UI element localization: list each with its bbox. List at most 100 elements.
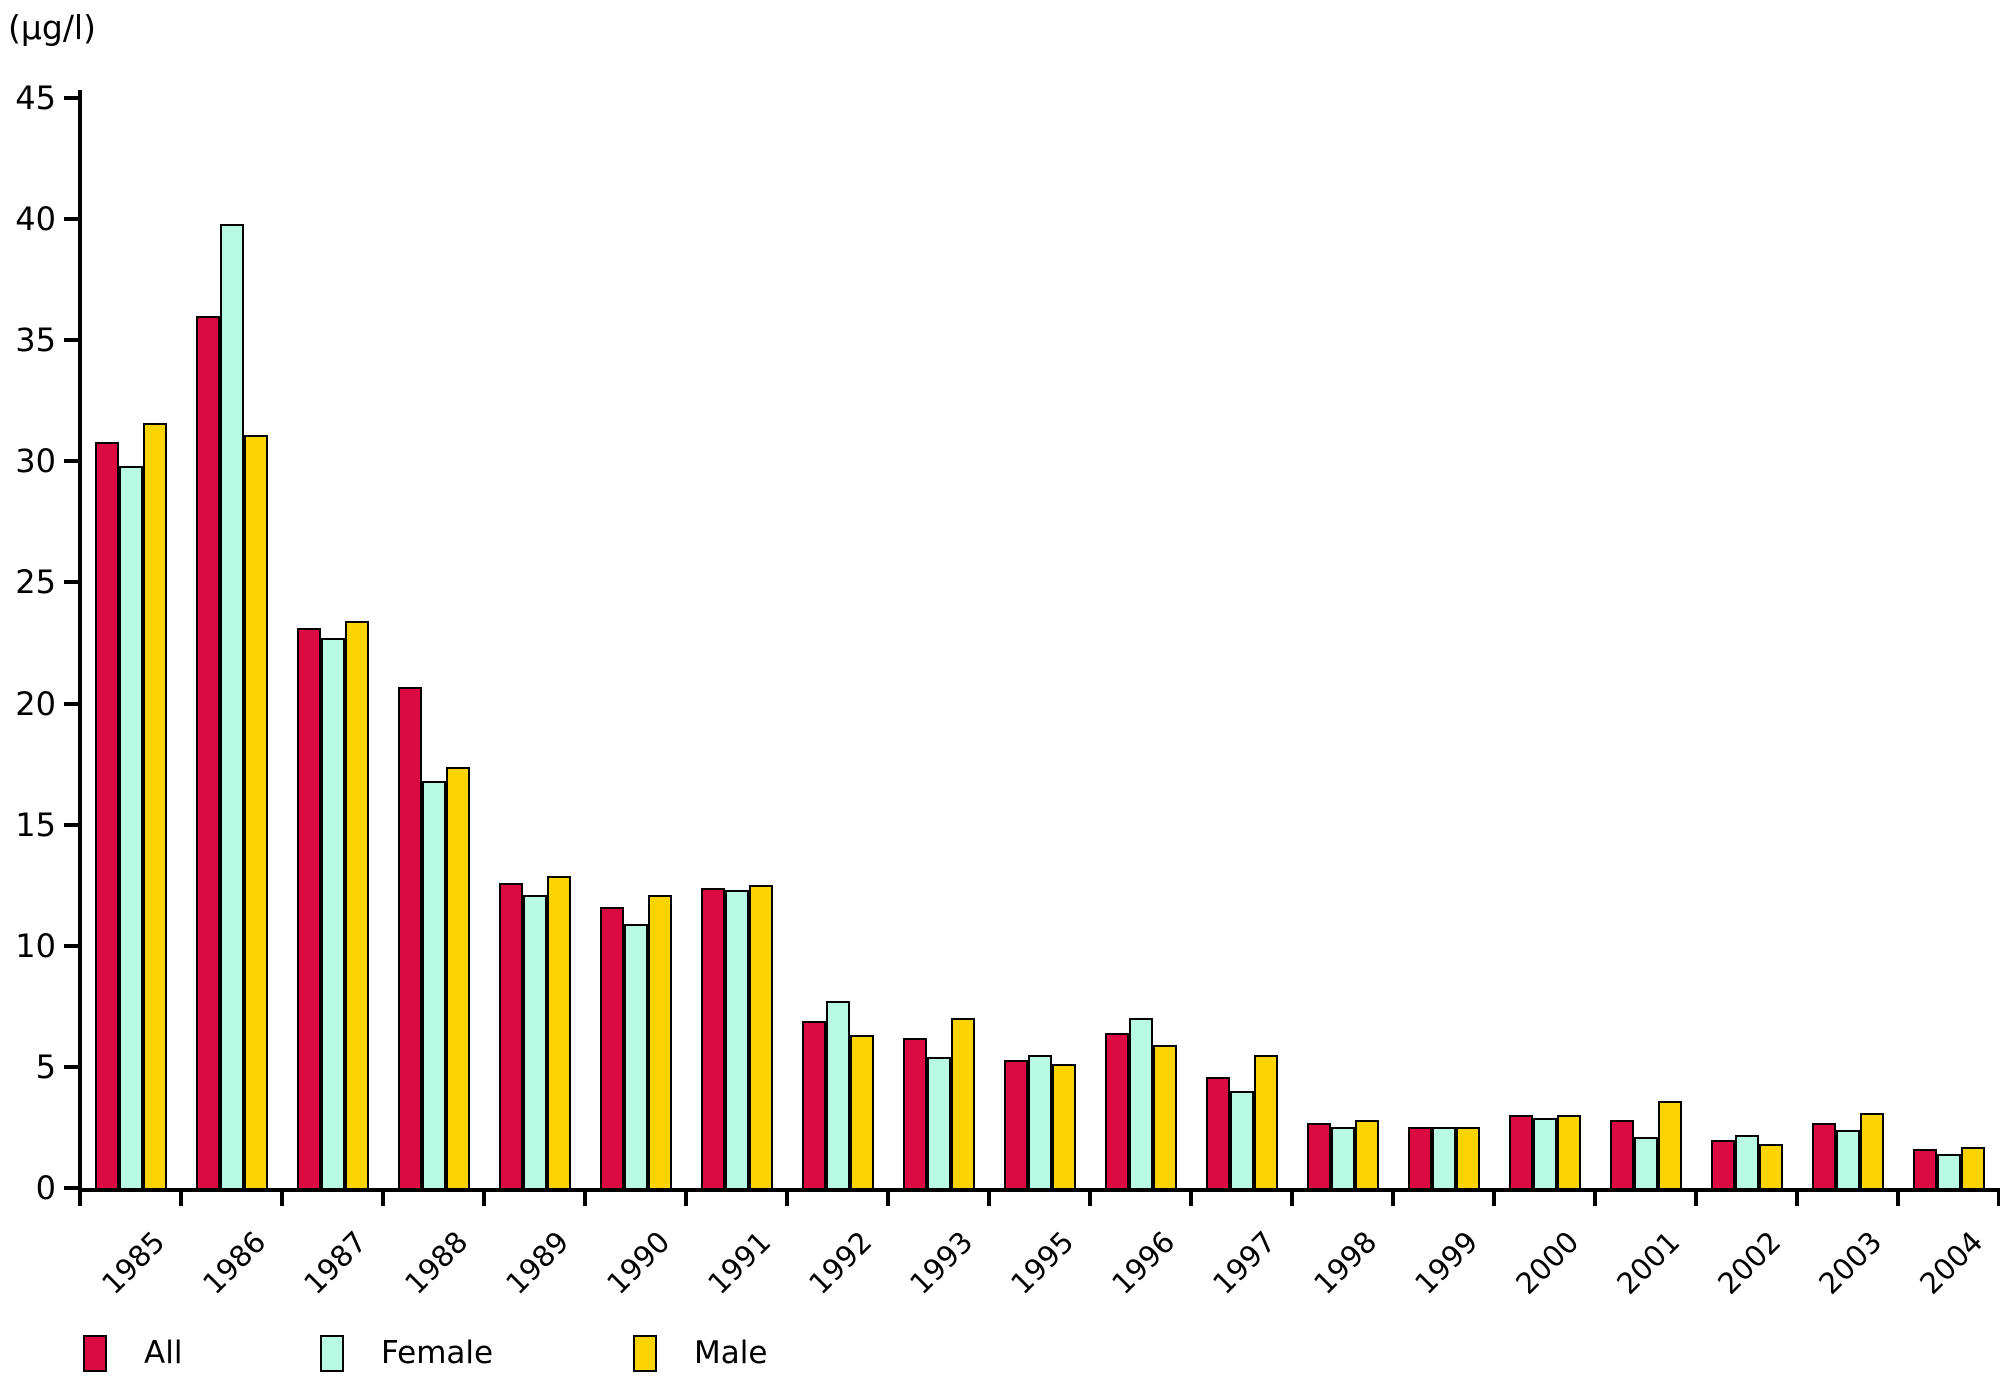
bar-male-1996 [1153, 1045, 1177, 1188]
x-axis-category-label: 1995 [1004, 1224, 1081, 1301]
bar-all-1998 [1307, 1123, 1331, 1188]
bar-all-1997 [1206, 1077, 1230, 1188]
x-axis-category-label: 1993 [903, 1224, 980, 1301]
bar-female-1986 [220, 224, 244, 1188]
x-axis-category-label: 1996 [1105, 1224, 1182, 1301]
y-axis-tick [64, 943, 78, 948]
bar-female-2003 [1836, 1130, 1860, 1188]
legend-item-male: Male [633, 1334, 767, 1372]
x-axis-category-label: 2004 [1913, 1224, 1990, 1301]
bar-female-1997 [1230, 1091, 1254, 1188]
legend-label: Female [381, 1334, 494, 1371]
bar-male-1993 [951, 1018, 975, 1188]
y-axis-tick [64, 338, 78, 343]
bar-male-1990 [648, 895, 672, 1188]
x-axis-category-label: 1999 [1408, 1224, 1485, 1301]
y-axis-tick-label: 40 [15, 200, 56, 239]
x-axis-category-label: 2003 [1812, 1224, 1889, 1301]
bar-male-1997 [1254, 1055, 1278, 1188]
x-axis-tick [78, 1188, 82, 1206]
x-axis-tick [1997, 1188, 2000, 1206]
bar-all-1990 [600, 907, 624, 1188]
y-axis-unit-label: (µg/l) [8, 8, 96, 47]
x-axis-category-label: 1986 [196, 1224, 273, 1301]
x-axis-category-label: 2001 [1610, 1224, 1687, 1301]
bar-all-2001 [1610, 1120, 1634, 1188]
y-axis-tick [64, 580, 78, 585]
bar-all-1993 [903, 1038, 927, 1188]
bar-all-2003 [1812, 1123, 1836, 1188]
bar-all-2004 [1913, 1149, 1937, 1188]
y-axis-tick-label: 20 [15, 684, 56, 723]
bar-all-1986 [196, 316, 220, 1188]
y-axis-tick-label: 30 [15, 442, 56, 481]
bar-female-1992 [826, 1001, 850, 1188]
bar-male-2001 [1658, 1101, 1682, 1188]
bar-female-2000 [1533, 1118, 1557, 1188]
bar-male-1991 [749, 885, 773, 1188]
x-axis-category-label: 1985 [95, 1224, 172, 1301]
bar-male-1988 [446, 767, 470, 1188]
x-axis-tick [482, 1188, 486, 1206]
legend-swatch-all [83, 1334, 107, 1372]
y-axis-tick [64, 1064, 78, 1069]
bar-female-1985 [119, 466, 143, 1188]
y-axis-tick-label: 35 [15, 321, 56, 360]
y-axis-tick-label: 45 [15, 79, 56, 117]
y-axis-tick-label: 15 [15, 805, 56, 844]
bar-male-1985 [143, 423, 167, 1188]
x-axis-category-label: 1991 [701, 1224, 778, 1301]
x-axis-tick [583, 1188, 587, 1206]
legend-swatch-male [633, 1334, 657, 1372]
bar-female-1998 [1331, 1127, 1355, 1188]
bar-all-1996 [1105, 1033, 1129, 1188]
bar-female-1993 [927, 1057, 951, 1188]
y-axis-tick-label: 25 [15, 563, 56, 602]
bar-female-1999 [1432, 1127, 1456, 1188]
x-axis-tick [280, 1188, 284, 1206]
bar-all-1999 [1408, 1127, 1432, 1188]
legend-item-female: Female [320, 1334, 493, 1372]
y-axis-tick [64, 96, 78, 100]
x-axis-tick [1593, 1188, 1597, 1206]
bar-male-2000 [1557, 1115, 1581, 1188]
bar-male-1995 [1052, 1064, 1076, 1188]
x-axis-tick [1694, 1188, 1698, 1206]
bar-female-2001 [1634, 1137, 1658, 1188]
bar-male-1998 [1355, 1120, 1379, 1188]
x-axis-category-label: 2000 [1509, 1224, 1586, 1301]
bar-all-2000 [1509, 1115, 1533, 1188]
x-axis-tick [1189, 1188, 1193, 1206]
x-axis-tick [179, 1188, 183, 1206]
x-axis-tick [381, 1188, 385, 1206]
bar-female-1995 [1028, 1055, 1052, 1188]
x-axis-tick [987, 1188, 991, 1206]
bar-female-1996 [1129, 1018, 1153, 1188]
x-axis-category-label: 2002 [1711, 1224, 1788, 1301]
x-axis-tick [1492, 1188, 1496, 1206]
x-axis-tick [1290, 1188, 1294, 1206]
y-axis-tick [64, 217, 78, 222]
bar-male-1987 [345, 621, 369, 1188]
bar-male-1986 [244, 435, 268, 1188]
x-axis-line [78, 1188, 2000, 1192]
x-axis-category-label: 1997 [1206, 1224, 1283, 1301]
x-axis-tick [785, 1188, 789, 1206]
legend-item-all: All [83, 1334, 182, 1372]
bar-female-1990 [624, 924, 648, 1188]
x-axis-category-label: 1998 [1307, 1224, 1384, 1301]
bar-male-1999 [1456, 1127, 1480, 1188]
bar-all-1988 [398, 687, 422, 1188]
y-axis-tick-label: 0 [35, 1169, 56, 1207]
x-axis-tick [1896, 1188, 1900, 1206]
x-axis-category-label: 1987 [297, 1224, 374, 1301]
legend-swatch-female [320, 1334, 344, 1372]
y-axis-line [78, 90, 82, 1192]
bar-male-2003 [1860, 1113, 1884, 1188]
bar-female-2002 [1735, 1135, 1759, 1188]
bar-all-1991 [701, 888, 725, 1188]
bar-male-1992 [850, 1035, 874, 1188]
bar-female-2004 [1937, 1154, 1961, 1188]
y-axis-tick [64, 459, 78, 464]
